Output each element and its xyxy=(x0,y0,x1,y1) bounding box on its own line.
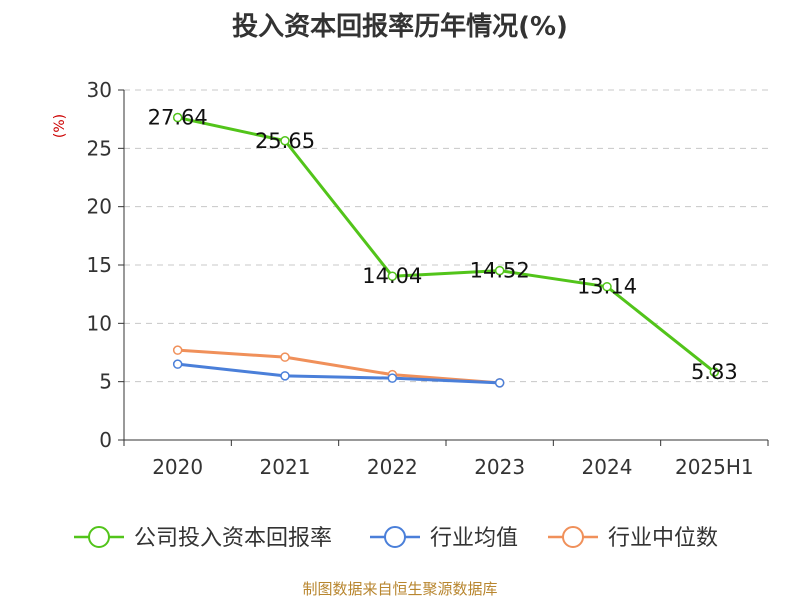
legend-label: 行业均值 xyxy=(430,526,518,551)
data-point xyxy=(494,265,505,276)
chart-title: 投入资本回报率历年情况(%) xyxy=(232,12,568,42)
y-tick-label: 20 xyxy=(87,195,112,219)
data-point xyxy=(280,371,290,381)
data-point xyxy=(280,352,290,362)
data-point xyxy=(602,281,612,292)
data-label: 25.65 xyxy=(255,129,315,153)
data-label: 14.04 xyxy=(362,264,422,288)
x-tick-label: 2021 xyxy=(260,455,311,479)
data-label: 5.83 xyxy=(691,360,738,384)
series-line xyxy=(177,348,500,385)
data-label: 14.52 xyxy=(470,259,530,283)
y-tick-label: 0 xyxy=(99,428,112,452)
data-point xyxy=(387,271,398,281)
legend-swatch-marker xyxy=(562,526,584,548)
legend-swatch-marker xyxy=(88,526,110,548)
x-tick-label: 2025H1 xyxy=(675,455,754,479)
y-tick-label: 5 xyxy=(99,370,112,394)
legend-swatch-marker xyxy=(384,526,406,548)
legend-label: 行业中位数 xyxy=(608,526,718,551)
y-tick-label: 10 xyxy=(87,311,112,335)
data-point xyxy=(172,359,183,369)
series-line xyxy=(177,362,500,385)
x-tick-label: 2022 xyxy=(367,455,418,479)
data-source-footer: 制图数据来自恒生聚源数据库 xyxy=(302,580,498,598)
data-label: 13.14 xyxy=(577,275,637,299)
y-tick-label: 25 xyxy=(87,136,112,160)
y-tick-label: 30 xyxy=(87,78,112,102)
x-tick-label: 2023 xyxy=(474,455,525,479)
data-point xyxy=(494,378,505,388)
x-tick-label: 2020 xyxy=(152,455,203,479)
data-point xyxy=(172,112,183,123)
series-line xyxy=(177,116,716,374)
data-point xyxy=(709,367,720,377)
data-point xyxy=(280,136,290,146)
y-tick-label: 15 xyxy=(87,253,112,277)
data-label: 27.64 xyxy=(148,106,208,130)
y-axis-label: (%) xyxy=(52,114,68,138)
data-point xyxy=(172,345,183,355)
x-tick-label: 2024 xyxy=(582,455,633,479)
legend-label: 公司投入资本回报率 xyxy=(134,526,332,551)
data-point xyxy=(387,373,398,383)
